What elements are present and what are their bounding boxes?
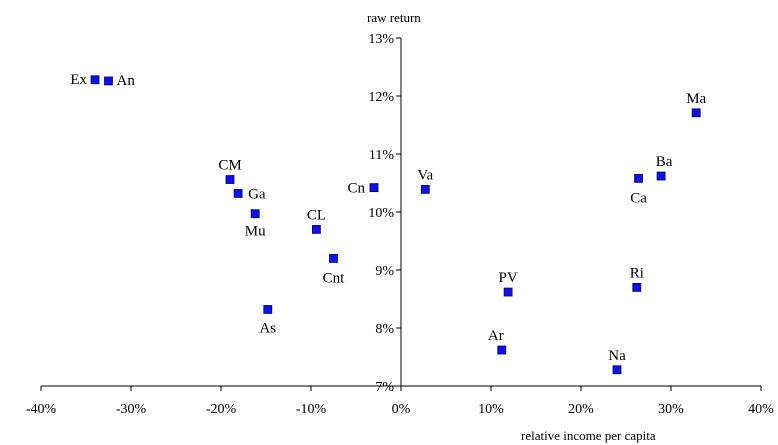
point-label-cn: Cn — [347, 181, 365, 197]
point-label-va: Va — [417, 167, 433, 183]
tick-labels: -40% -30% -20% -10% 0% 10% 20% 30% 40% 7% 8% 9% 10% 1… — [26, 32, 774, 417]
point-label-ca: Ca — [630, 190, 647, 206]
point-label-cl: CL — [307, 207, 326, 223]
point-label-ga: Ga — [248, 186, 266, 202]
data-point-na — [612, 365, 622, 375]
x-tick-label: 20% — [568, 402, 594, 417]
data-point-cm — [225, 175, 235, 184]
point-label-ri: Ri — [630, 265, 644, 281]
x-tick-label: -40% — [26, 402, 57, 417]
data-point-cn — [369, 183, 379, 193]
y-tick-label: 9% — [375, 264, 394, 279]
point-label-ex: Ex — [70, 72, 87, 88]
point-labels: Ex An CM Ga Mu CL Cnt As Cn Va PV Ar Na Ri Ca Ba Ma — [70, 72, 706, 364]
point-label-ma: Ma — [686, 91, 706, 107]
data-point-ar — [497, 345, 507, 355]
data-point-an — [104, 76, 113, 86]
point-label-cnt: Cnt — [323, 270, 346, 286]
data-point-ri — [632, 282, 642, 292]
data-point-ga — [233, 189, 243, 198]
y-tick-label: 7% — [375, 380, 394, 395]
y-tick-label: 8% — [375, 322, 394, 337]
data-point-as — [263, 305, 273, 314]
point-label-ar: Ar — [488, 328, 504, 344]
x-tick-label: 30% — [658, 402, 684, 417]
x-tick-label: -10% — [296, 402, 327, 417]
data-point-ca — [634, 173, 643, 183]
data-point-ba — [656, 171, 666, 181]
x-axis-title: relative income per capita — [521, 428, 656, 443]
y-tick-label: 11% — [369, 148, 394, 163]
data-point-ma — [691, 108, 701, 118]
point-label-as: As — [259, 320, 276, 336]
data-point-mu — [250, 209, 260, 219]
x-tick-label: -20% — [206, 402, 237, 417]
y-tick-label: 12% — [368, 90, 394, 105]
x-tick-label: 40% — [748, 402, 774, 417]
data-points — [90, 75, 701, 375]
data-point-cnt — [329, 253, 338, 263]
point-label-cm: CM — [218, 158, 241, 174]
x-tick-label: 0% — [392, 402, 411, 417]
data-point-ex — [90, 75, 100, 85]
point-label-pv: PV — [499, 270, 518, 286]
y-tick-label: 13% — [368, 32, 394, 47]
y-axis-title: raw return — [367, 10, 421, 25]
point-label-na: Na — [608, 348, 626, 364]
axes — [40, 37, 762, 391]
x-tick-label: 10% — [478, 402, 504, 417]
y-tick-label: 10% — [368, 206, 394, 221]
x-tick-label: -30% — [116, 402, 147, 417]
data-point-pv — [503, 287, 513, 297]
point-label-ba: Ba — [656, 154, 673, 170]
point-label-mu: Mu — [245, 224, 266, 240]
data-point-va — [420, 184, 430, 194]
point-label-an: An — [117, 73, 136, 89]
data-point-cl — [311, 224, 321, 234]
